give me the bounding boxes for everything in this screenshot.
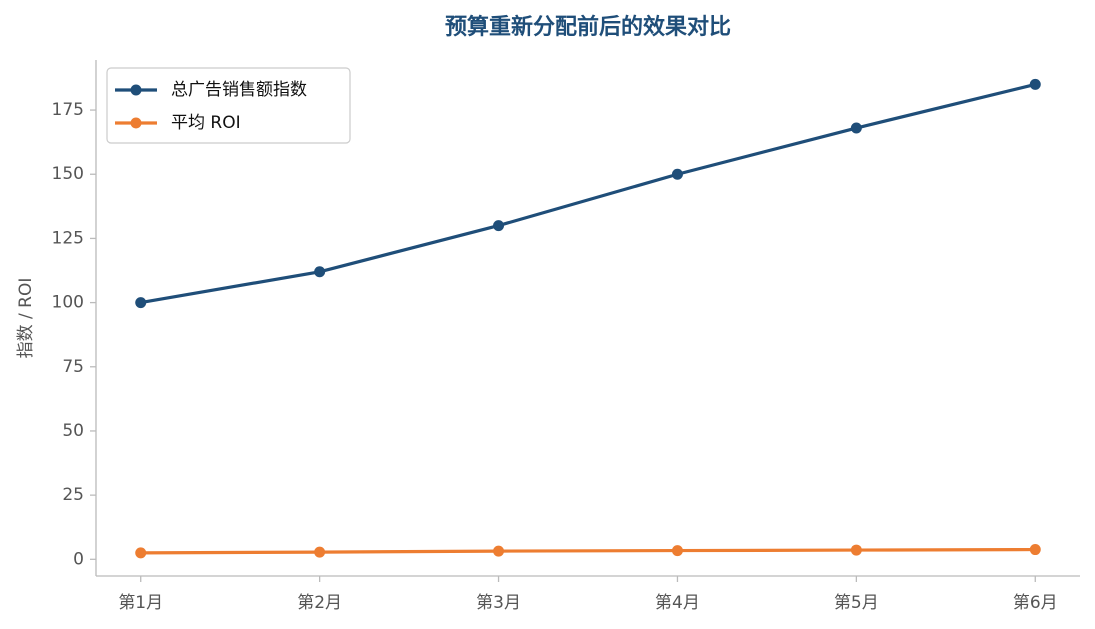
y-tick-label: 50: [62, 421, 84, 441]
point: [850, 122, 862, 134]
y-axis-label: 指数 / ROI: [16, 278, 36, 359]
y-tick-label: 150: [52, 164, 84, 184]
y-tick-label: 0: [73, 549, 84, 569]
point: [314, 546, 326, 558]
point: [493, 220, 505, 232]
point: [135, 547, 147, 559]
point: [850, 544, 862, 556]
point: [1029, 78, 1041, 90]
legend-label: 平均 ROI: [171, 113, 241, 133]
x-tick-label: 第5月: [834, 593, 879, 613]
x-tick-label: 第3月: [476, 593, 521, 613]
legend-marker: [130, 117, 142, 129]
chart-title: 预算重新分配前后的效果对比: [445, 14, 731, 40]
y-tick-label: 75: [62, 357, 84, 377]
y-tick-label: 175: [52, 100, 84, 120]
point: [1029, 544, 1041, 556]
point: [671, 545, 683, 557]
x-tick-label: 第1月: [118, 593, 163, 613]
series-line: [140, 547, 1036, 555]
legend-box: [106, 67, 351, 144]
series-line: [140, 82, 1036, 305]
x-tick-label: 第2月: [297, 593, 342, 613]
legend-marker: [130, 84, 142, 96]
y-tick-label: 100: [52, 293, 84, 313]
x-tick-label: 第6月: [1013, 593, 1058, 613]
point: [314, 266, 326, 278]
y-tick-label: 125: [52, 228, 84, 248]
point: [493, 545, 505, 557]
point: [671, 168, 683, 180]
point: [135, 297, 147, 309]
legend-label: 总广告销售额指数: [171, 80, 307, 100]
x-tick-label: 第4月: [655, 593, 700, 613]
y-tick-label: 25: [62, 485, 84, 505]
